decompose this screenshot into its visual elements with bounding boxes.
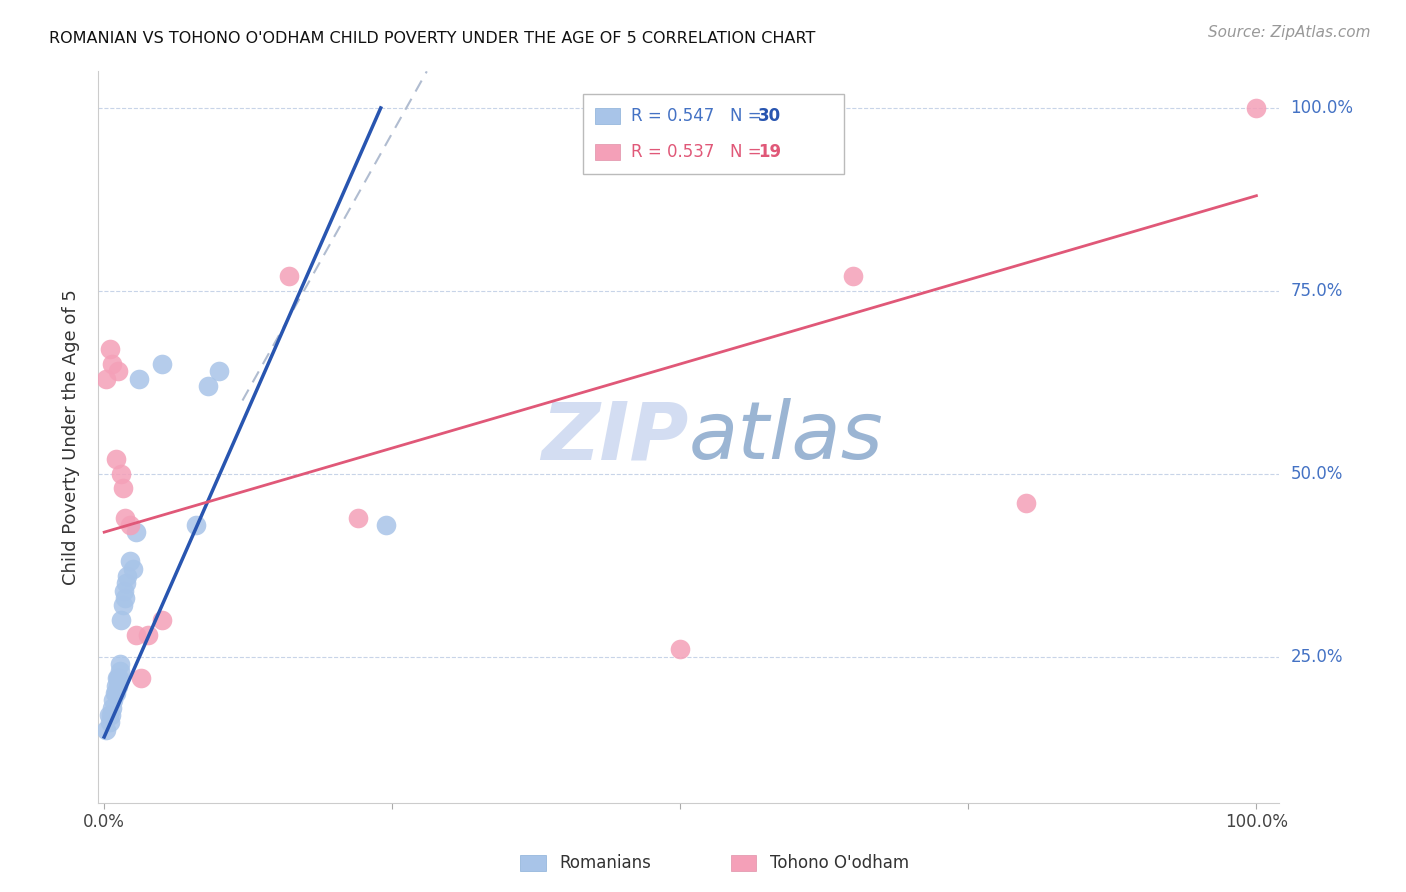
- Point: [98, 343, 121, 357]
- Point: [111, 599, 134, 613]
- Point: [197, 379, 219, 393]
- Point: [98, 715, 121, 730]
- Point: [1246, 101, 1268, 115]
- Point: [114, 510, 136, 524]
- Point: [103, 693, 125, 707]
- Point: [108, 672, 131, 686]
- Text: 75.0%: 75.0%: [1291, 282, 1343, 300]
- Y-axis label: Child Poverty Under the Age of 5: Child Poverty Under the Age of 5: [62, 289, 80, 585]
- Point: [96, 371, 118, 385]
- Point: [125, 525, 148, 540]
- Point: [186, 517, 208, 532]
- Point: [150, 613, 173, 627]
- Text: 100.0%: 100.0%: [1291, 99, 1354, 117]
- Point: [208, 364, 231, 378]
- Text: N =: N =: [730, 143, 766, 161]
- Point: [150, 357, 173, 371]
- Point: [110, 664, 132, 678]
- Point: [107, 679, 129, 693]
- Point: [669, 642, 692, 657]
- Point: [125, 627, 148, 641]
- Point: [112, 583, 135, 598]
- Point: [100, 708, 122, 723]
- Text: ZIP: ZIP: [541, 398, 689, 476]
- Text: 50.0%: 50.0%: [1291, 465, 1343, 483]
- Text: Tohono O'odham: Tohono O'odham: [770, 855, 910, 872]
- Point: [842, 269, 865, 284]
- Point: [104, 679, 127, 693]
- Point: [1015, 496, 1038, 510]
- Point: [115, 576, 138, 591]
- Point: [118, 554, 141, 568]
- Point: [110, 613, 132, 627]
- Point: [122, 562, 145, 576]
- Point: [96, 723, 118, 737]
- Point: [107, 672, 129, 686]
- Text: 30: 30: [758, 107, 780, 125]
- Text: R = 0.547: R = 0.547: [631, 107, 714, 125]
- Point: [107, 364, 129, 378]
- Point: [104, 452, 127, 467]
- Text: N =: N =: [730, 107, 766, 125]
- Point: [114, 591, 136, 605]
- Point: [136, 627, 159, 641]
- Text: 25.0%: 25.0%: [1291, 648, 1343, 665]
- Point: [375, 517, 398, 532]
- Point: [115, 569, 138, 583]
- Text: ROMANIAN VS TOHONO O'ODHAM CHILD POVERTY UNDER THE AGE OF 5 CORRELATION CHART: ROMANIAN VS TOHONO O'ODHAM CHILD POVERTY…: [49, 31, 815, 46]
- Point: [128, 371, 150, 385]
- Point: [101, 357, 124, 371]
- Text: atlas: atlas: [689, 398, 884, 476]
- Point: [346, 510, 368, 524]
- Point: [103, 686, 125, 700]
- Point: [110, 657, 132, 671]
- Point: [97, 708, 120, 723]
- Point: [101, 700, 124, 714]
- Point: [105, 672, 128, 686]
- Text: Romanians: Romanians: [560, 855, 651, 872]
- Point: [110, 467, 132, 481]
- Point: [104, 686, 127, 700]
- Text: R = 0.537: R = 0.537: [631, 143, 714, 161]
- Point: [111, 481, 134, 495]
- Text: 19: 19: [758, 143, 780, 161]
- Text: Source: ZipAtlas.com: Source: ZipAtlas.com: [1208, 25, 1371, 40]
- Point: [277, 269, 299, 284]
- Point: [129, 672, 152, 686]
- Point: [118, 517, 141, 532]
